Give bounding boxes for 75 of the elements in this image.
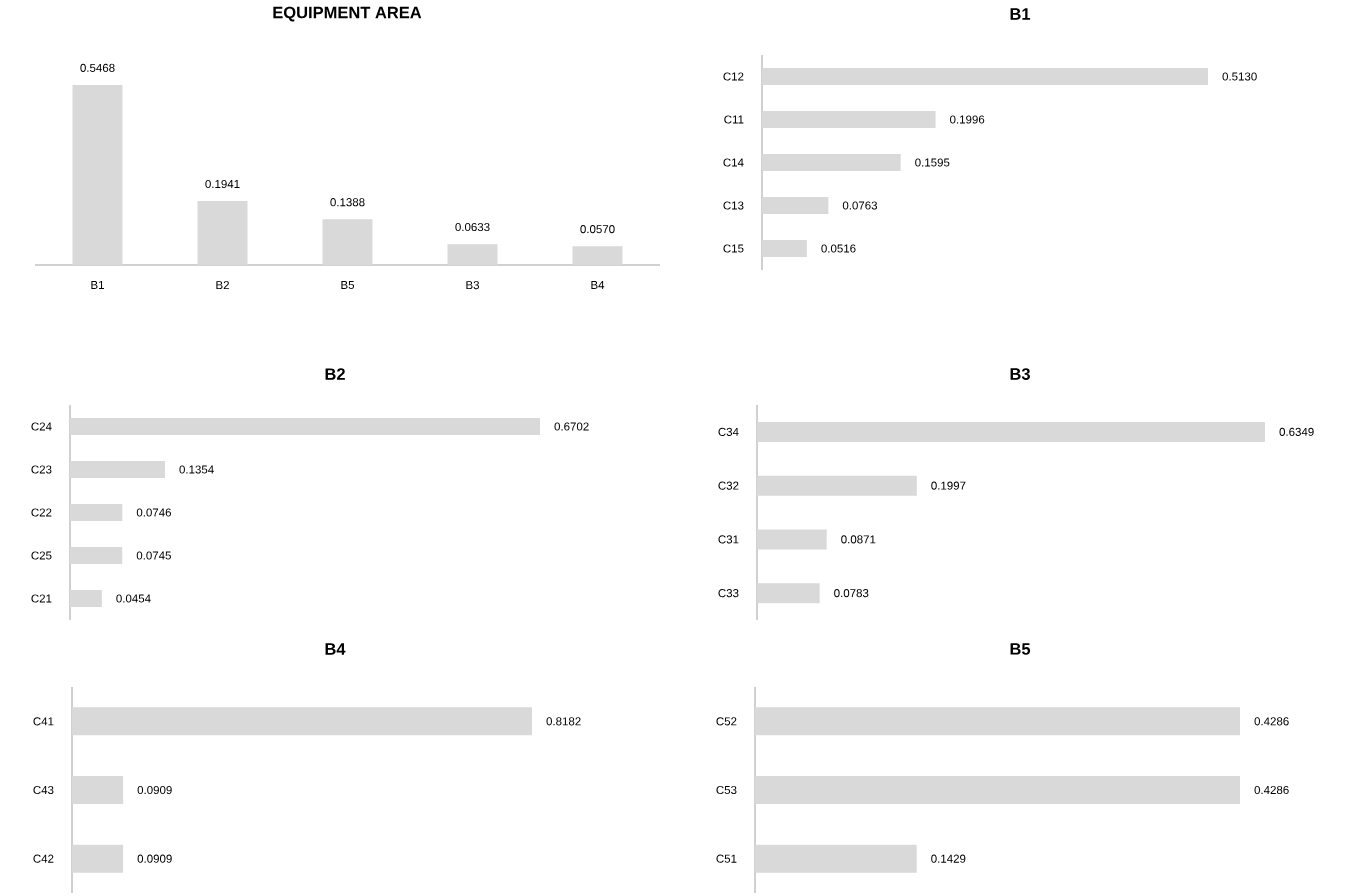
y-tick-label: C52 [716, 717, 737, 726]
data-label: 0.0746 [136, 508, 172, 517]
x-tick-label: B5 [341, 281, 355, 290]
y-tick-label: C41 [33, 717, 54, 726]
data-label: 0.0745 [136, 551, 171, 560]
data-label: 0.0570 [580, 225, 615, 234]
bar [197, 201, 248, 265]
y-tick-label: C31 [718, 535, 739, 544]
bar [757, 421, 1266, 442]
data-label: 0.8182 [546, 717, 581, 726]
data-label: 0.1996 [950, 115, 985, 124]
chart-title: EQUIPMENT AREA [273, 6, 422, 22]
data-label: 0.1595 [915, 158, 950, 167]
chart-title: B3 [1010, 368, 1030, 380]
y-tick-label: C34 [718, 427, 739, 436]
x-tick-label: B1 [91, 281, 104, 289]
y-tick-label: C23 [31, 465, 52, 474]
y-tick-label: C24 [31, 422, 52, 431]
y-tick-label: C32 [718, 481, 739, 490]
data-label: 0.5130 [1222, 72, 1257, 81]
bar [762, 67, 1209, 85]
bar [70, 461, 165, 478]
y-tick-label: C51 [716, 854, 737, 863]
bar [762, 196, 829, 214]
chart-title: B2 [325, 368, 345, 380]
data-label: 0.0909 [137, 785, 172, 795]
bar [757, 475, 917, 496]
data-label: 0.6349 [1279, 427, 1314, 436]
data-label: 0.4286 [1254, 717, 1289, 726]
bar [572, 246, 623, 265]
data-label: 0.0633 [455, 222, 490, 232]
data-label: 0.1941 [205, 179, 240, 189]
bar [762, 153, 901, 171]
y-tick-label: C25 [31, 551, 52, 560]
y-tick-label: C15 [723, 244, 744, 253]
x-tick-label: B2 [216, 281, 229, 290]
chart-title: B4 [325, 643, 346, 655]
chart-title: B1 [1010, 8, 1031, 20]
data-label: 0.1354 [179, 465, 214, 474]
y-tick-label: C22 [31, 508, 52, 517]
data-label: 0.6702 [554, 422, 589, 431]
bar [757, 583, 820, 604]
y-tick-label: C33 [718, 589, 739, 598]
y-tick-label: C13 [723, 201, 744, 210]
x-tick-label: B4 [591, 281, 605, 289]
data-label: 0.4286 [1254, 785, 1289, 795]
y-tick-label: C42 [33, 854, 54, 863]
bar [72, 84, 123, 265]
bar [447, 244, 498, 265]
x-tick-label: B3 [466, 281, 480, 290]
y-tick-label: C21 [31, 594, 52, 603]
y-tick-label: C43 [33, 785, 54, 795]
bar [762, 240, 807, 257]
bar [322, 219, 373, 265]
data-label: 0.0454 [116, 594, 151, 603]
bar [70, 418, 541, 435]
bar [70, 504, 123, 521]
bar [70, 590, 102, 607]
chart-title: B5 [1010, 643, 1031, 655]
data-label: 0.0763 [842, 201, 878, 210]
data-label: 0.5468 [80, 63, 115, 72]
y-tick-label: C11 [724, 115, 744, 124]
y-tick-label: C12 [723, 72, 744, 81]
y-tick-label: C53 [716, 785, 737, 795]
data-label: 0.0871 [841, 535, 876, 544]
data-label: 0.0516 [821, 244, 856, 253]
bar [762, 110, 936, 128]
data-label: 0.1429 [931, 854, 966, 863]
data-label: 0.0783 [834, 589, 869, 598]
bar [757, 529, 827, 550]
data-label: 0.0909 [137, 854, 172, 863]
bar [70, 547, 123, 564]
data-label: 0.1997 [931, 481, 966, 490]
data-label: 0.1388 [330, 198, 365, 207]
y-tick-label: C14 [723, 158, 744, 167]
